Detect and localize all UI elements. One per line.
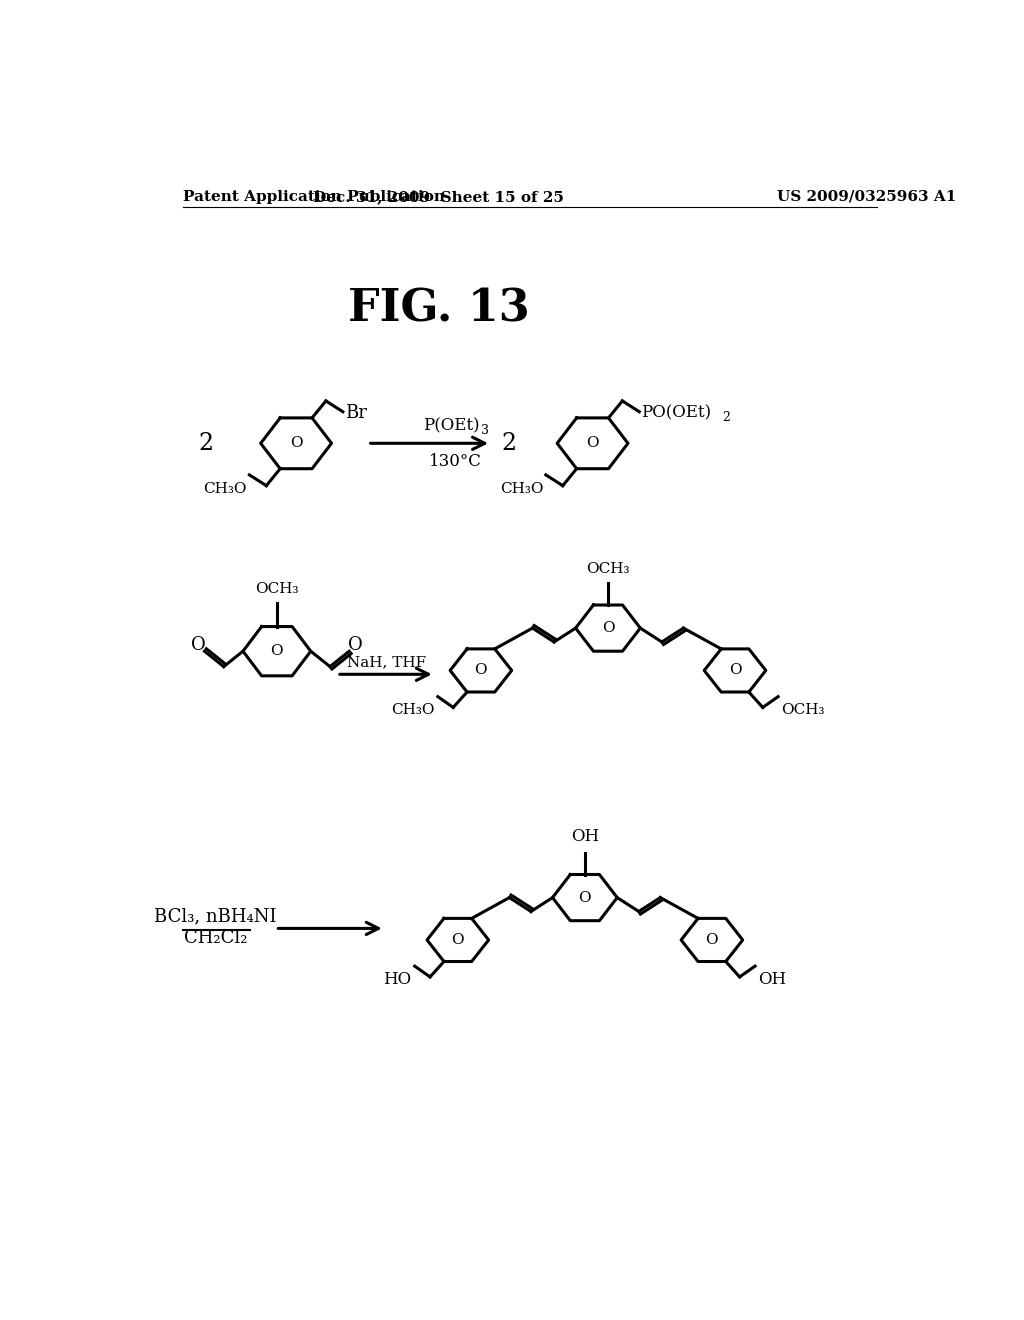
Text: OH: OH xyxy=(570,828,599,845)
Text: 2: 2 xyxy=(502,432,517,455)
Text: O: O xyxy=(452,933,464,946)
Text: NaH, THF: NaH, THF xyxy=(347,655,426,669)
Text: CH₃O: CH₃O xyxy=(391,704,435,718)
Text: FIG. 13: FIG. 13 xyxy=(348,286,529,330)
Text: 130°C: 130°C xyxy=(429,453,482,470)
Text: O: O xyxy=(587,437,599,450)
Text: O: O xyxy=(602,622,614,635)
Text: Br: Br xyxy=(345,404,367,422)
Text: O: O xyxy=(579,891,591,904)
Text: O: O xyxy=(348,636,362,653)
Text: O: O xyxy=(190,636,206,653)
Text: BCl₃, nBH₄NI: BCl₃, nBH₄NI xyxy=(154,907,276,925)
Text: US 2009/0325963 A1: US 2009/0325963 A1 xyxy=(777,190,956,203)
Text: OCH₃: OCH₃ xyxy=(586,562,630,576)
Text: P(OEt): P(OEt) xyxy=(423,418,480,434)
Text: O: O xyxy=(474,664,487,677)
Text: O: O xyxy=(706,933,718,946)
Text: 2: 2 xyxy=(723,411,730,424)
Text: PO(OEt): PO(OEt) xyxy=(641,405,711,422)
Text: OCH₃: OCH₃ xyxy=(781,704,824,718)
Text: CH₃O: CH₃O xyxy=(204,482,247,496)
Text: O: O xyxy=(270,644,284,659)
Text: 3: 3 xyxy=(481,424,488,437)
Text: O: O xyxy=(290,437,302,450)
Text: OH: OH xyxy=(758,972,786,989)
Text: Patent Application Publication: Patent Application Publication xyxy=(183,190,444,203)
Text: CH₃O: CH₃O xyxy=(500,482,544,496)
Text: 2: 2 xyxy=(199,432,214,455)
Text: CH₂Cl₂: CH₂Cl₂ xyxy=(183,929,247,946)
Text: Dec. 31, 2009  Sheet 15 of 25: Dec. 31, 2009 Sheet 15 of 25 xyxy=(313,190,564,203)
Text: OCH₃: OCH₃ xyxy=(255,582,299,595)
Text: HO: HO xyxy=(383,972,412,989)
Text: O: O xyxy=(729,664,741,677)
